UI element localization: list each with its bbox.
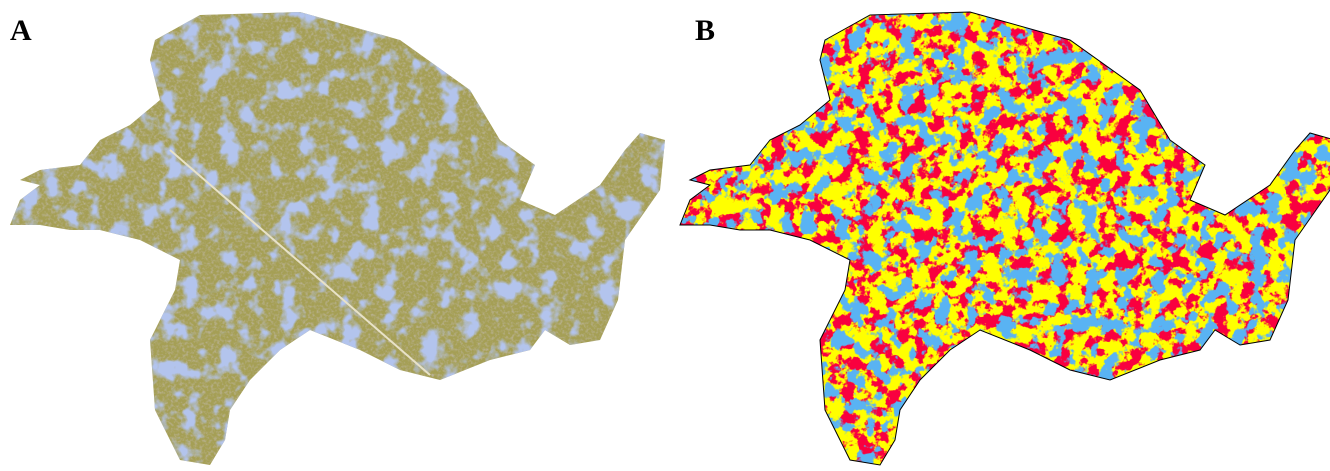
panel-label: A xyxy=(10,14,32,47)
panel-b-map xyxy=(670,0,1330,471)
panel-label: B xyxy=(695,14,715,47)
panel-a-image xyxy=(0,0,670,471)
class-blue xyxy=(670,0,1330,471)
figure: A B xyxy=(0,0,1330,471)
image-patches xyxy=(0,0,670,471)
